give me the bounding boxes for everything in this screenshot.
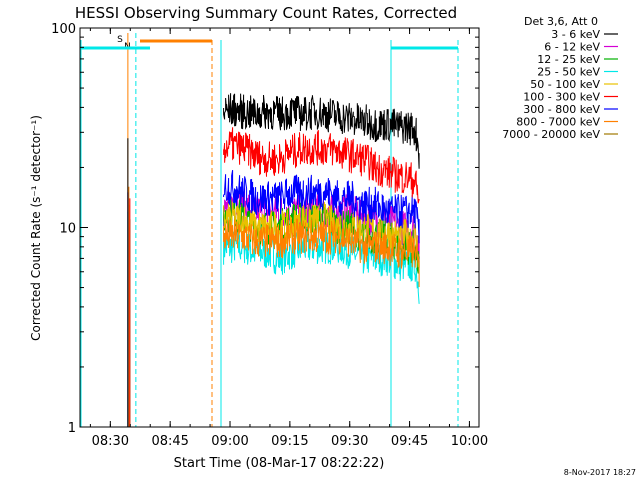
legend-title: Det 3,6, Att 0	[524, 15, 598, 28]
legend-label-3: 25 - 50 keV	[537, 66, 600, 79]
y-axis-label: Corrected Count Rate (s⁻¹ detector⁻¹)	[29, 115, 43, 341]
y-tick-label-2: 100	[51, 22, 76, 37]
x-tick-label-2: 09:00	[211, 434, 248, 449]
y-tick-label-0: 1	[68, 421, 76, 436]
marker-label-s: S	[117, 35, 123, 45]
series-line-6	[223, 170, 420, 244]
x-tick-label-5: 09:45	[391, 434, 428, 449]
x-tick-label-6: 10:00	[451, 434, 488, 449]
x-axis-label: Start Time (08-Mar-17 08:22:22)	[174, 456, 385, 471]
legend-label-0: 3 - 6 keV	[551, 28, 600, 41]
legend-label-7: 800 - 7000 keV	[516, 116, 600, 129]
chart-title: HESSI Observing Summary Count Rates, Cor…	[75, 4, 457, 22]
footer-date: 8-Nov-2017 18:27	[564, 468, 636, 477]
legend-label-1: 6 - 12 keV	[544, 41, 600, 54]
legend-label-6: 300 - 800 keV	[523, 103, 600, 116]
ticks-layer: 08:30 08:45 09:00 09:15 09:30 09:45 10:00 1 10 10…	[51, 22, 488, 449]
x-tick-label-3: 09:15	[271, 434, 308, 449]
legend-label-8: 7000 - 20000 keV	[502, 128, 600, 141]
y-tick-label-1: 10	[59, 222, 76, 237]
legend-label-5: 100 - 300 keV	[523, 91, 600, 104]
legend-label-4: 50 - 100 keV	[530, 78, 600, 91]
data-layer: SN	[80, 33, 459, 427]
series-line-5	[223, 127, 420, 204]
series-line-7	[223, 218, 420, 287]
x-tick-label-1: 08:45	[151, 434, 188, 449]
x-tick-label-4: 09:30	[331, 434, 368, 449]
series-line-0	[223, 93, 420, 169]
legend-label-2: 12 - 25 keV	[537, 53, 600, 66]
x-tick-label-0: 08:30	[92, 434, 129, 449]
